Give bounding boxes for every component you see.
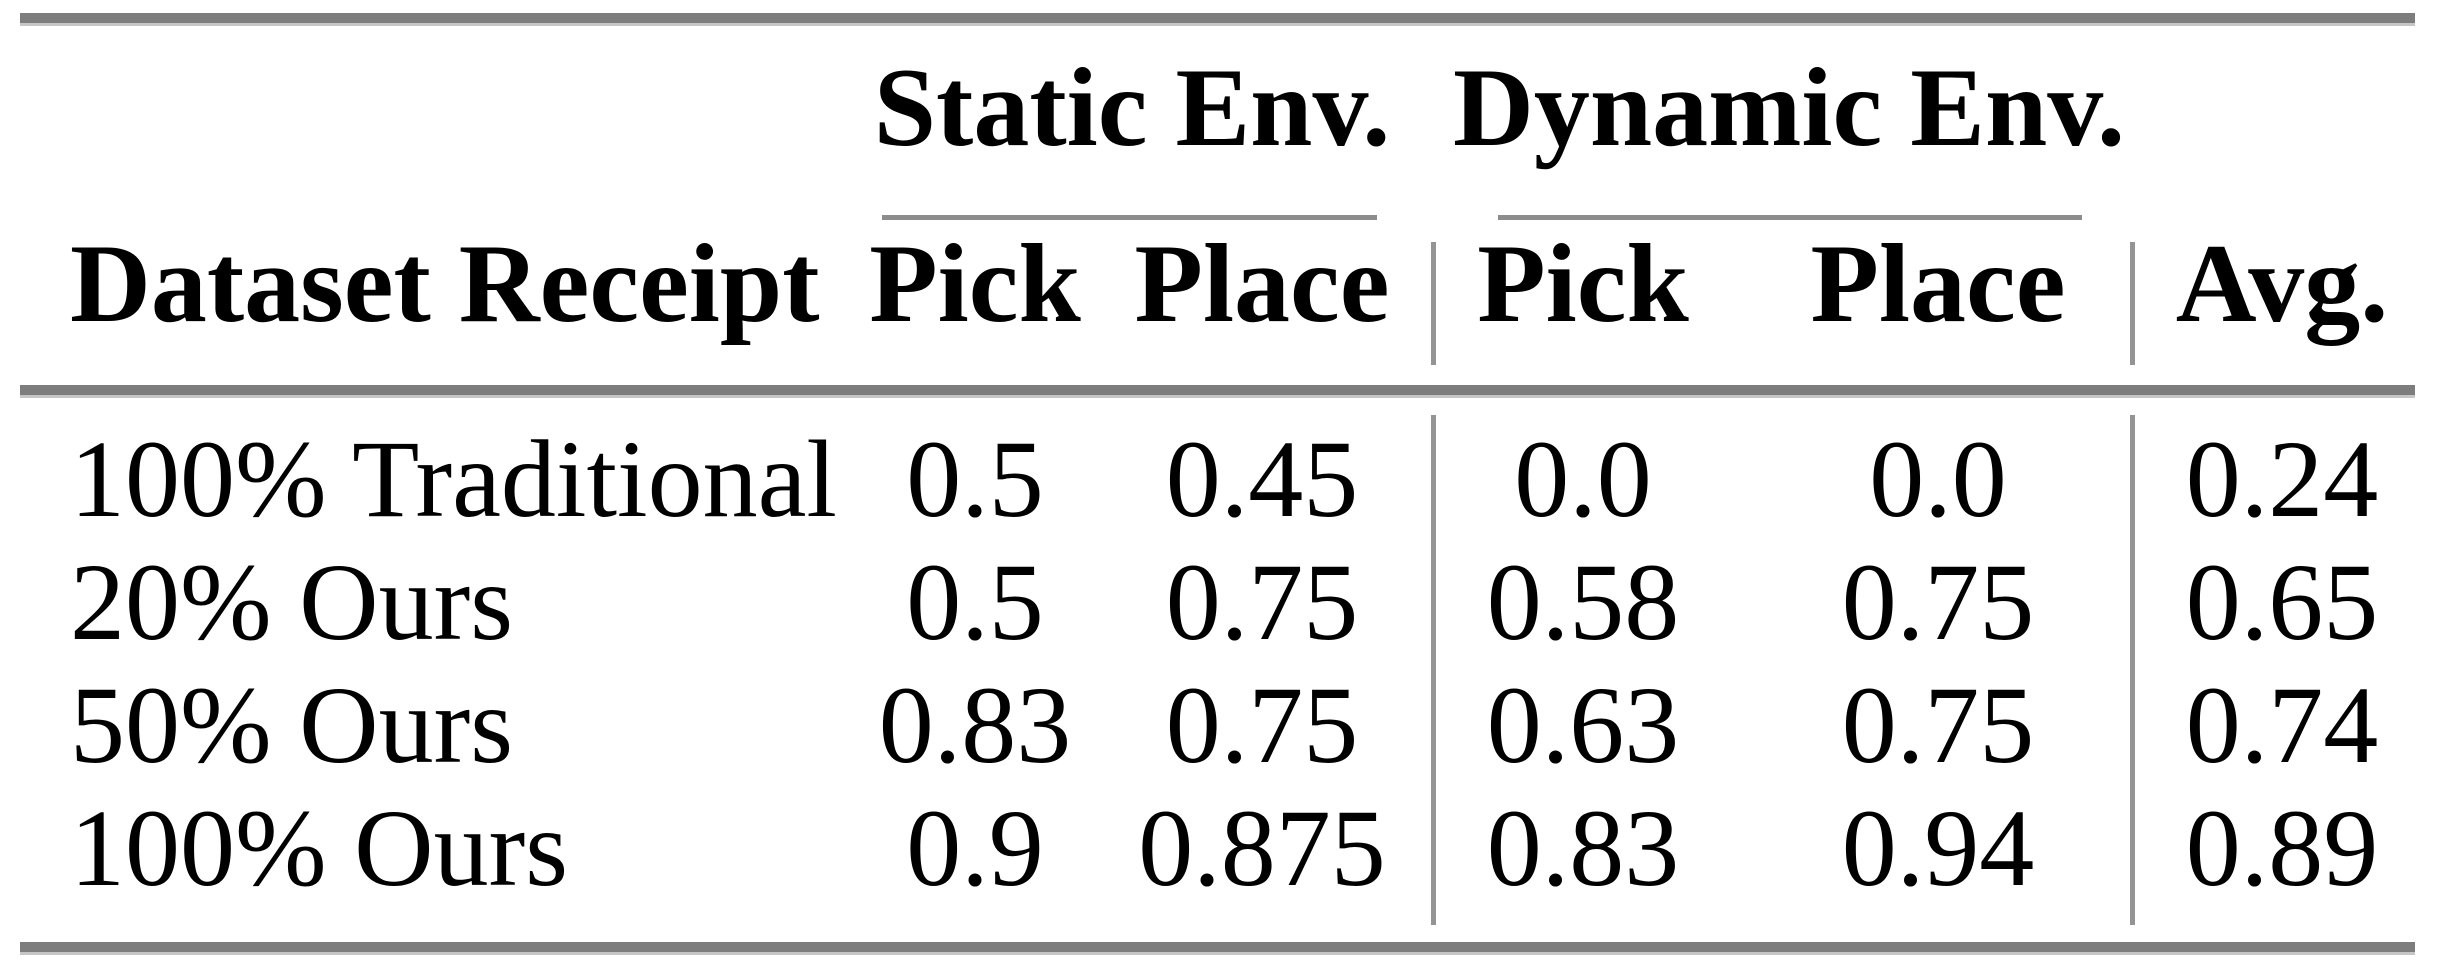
cell-r2-static-place: 0.75 [1165, 664, 1359, 786]
header-rule [20, 385, 2415, 398]
col-header-dataset-receipt: Dataset Receipt [70, 222, 820, 346]
cell-r3-static-place: 0.875 [1138, 787, 1386, 909]
cell-r0-dynamic-pick: 0.0 [1514, 418, 1652, 540]
col-header-dynamic-pick: Pick [1477, 222, 1689, 346]
cell-r1-static-place: 0.75 [1165, 541, 1359, 663]
cell-r3-static-pick: 0.9 [906, 787, 1044, 909]
row-label-ours-20: 20% Ours [70, 541, 514, 663]
row-label-traditional-100: 100% Traditional [70, 418, 837, 540]
group-header-static: Static Env. [873, 46, 1391, 170]
divider-static-dynamic [1431, 415, 1436, 925]
cell-r2-static-pick: 0.83 [878, 664, 1072, 786]
dynamic-env-underline [1498, 215, 2082, 220]
cell-r2-dynamic-place: 0.75 [1841, 664, 2035, 786]
col-header-dynamic-place: Place [1810, 222, 2066, 346]
cell-r1-dynamic-place: 0.75 [1841, 541, 2035, 663]
cell-r0-dynamic-place: 0.0 [1869, 418, 2007, 540]
row-label-ours-50: 50% Ours [70, 664, 514, 786]
bottom-rule [20, 942, 2415, 955]
cell-r3-dynamic-pick: 0.83 [1486, 787, 1680, 909]
top-rule [20, 13, 2415, 26]
col-header-static-place: Place [1134, 222, 1390, 346]
group-header-dynamic: Dynamic Env. [1452, 46, 2126, 170]
cell-r2-avg: 0.74 [2185, 664, 2379, 786]
cell-r1-avg: 0.65 [2185, 541, 2379, 663]
cell-r1-dynamic-pick: 0.58 [1486, 541, 1680, 663]
col-header-static-pick: Pick [869, 222, 1081, 346]
cell-r3-avg: 0.89 [2185, 787, 2379, 909]
cell-r1-static-pick: 0.5 [906, 541, 1044, 663]
col-header-avg: Avg. [2175, 222, 2389, 346]
cell-r0-static-place: 0.45 [1165, 418, 1359, 540]
static-env-underline [882, 215, 1377, 220]
cell-r2-dynamic-pick: 0.63 [1486, 664, 1680, 786]
cell-r3-dynamic-place: 0.94 [1841, 787, 2035, 909]
divider-dynamic-avg [2130, 415, 2135, 925]
cell-r0-avg: 0.24 [2185, 418, 2379, 540]
divider-static-dynamic [1431, 242, 1436, 365]
cell-r0-static-pick: 0.5 [906, 418, 1044, 540]
divider-dynamic-avg [2130, 242, 2135, 365]
row-label-ours-100: 100% Ours [70, 787, 569, 909]
